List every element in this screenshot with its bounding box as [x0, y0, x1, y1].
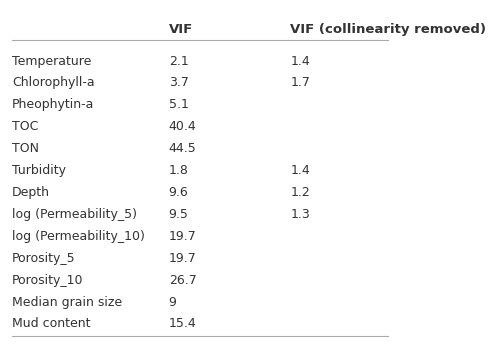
Text: VIF (collinearity removed): VIF (collinearity removed) [290, 23, 486, 36]
Text: Mud content: Mud content [12, 318, 91, 330]
Text: Depth: Depth [12, 186, 50, 199]
Text: 1.4: 1.4 [290, 164, 310, 177]
Text: Median grain size: Median grain size [12, 295, 122, 309]
Text: Temperature: Temperature [12, 54, 91, 68]
Text: 26.7: 26.7 [169, 274, 197, 287]
Text: TOC: TOC [12, 120, 38, 133]
Text: TON: TON [12, 142, 39, 155]
Text: 2.1: 2.1 [169, 54, 188, 68]
Text: log (Permeability_5): log (Permeability_5) [12, 208, 137, 221]
Text: 3.7: 3.7 [169, 77, 189, 89]
Text: 40.4: 40.4 [169, 120, 197, 133]
Text: 1.8: 1.8 [169, 164, 189, 177]
Text: 1.7: 1.7 [290, 77, 310, 89]
Text: 9: 9 [169, 295, 176, 309]
Text: 1.3: 1.3 [290, 208, 310, 221]
Text: Turbidity: Turbidity [12, 164, 66, 177]
Text: 9.5: 9.5 [169, 208, 189, 221]
Text: Chlorophyll-a: Chlorophyll-a [12, 77, 95, 89]
Text: 1.4: 1.4 [290, 54, 310, 68]
Text: 19.7: 19.7 [169, 252, 197, 265]
Text: Pheophytin-a: Pheophytin-a [12, 98, 94, 111]
Text: Porosity_5: Porosity_5 [12, 252, 75, 265]
Text: 19.7: 19.7 [169, 230, 197, 243]
Text: 5.1: 5.1 [169, 98, 189, 111]
Text: 9.6: 9.6 [169, 186, 188, 199]
Text: 1.2: 1.2 [290, 186, 310, 199]
Text: Porosity_10: Porosity_10 [12, 274, 83, 287]
Text: log (Permeability_10): log (Permeability_10) [12, 230, 145, 243]
Text: 44.5: 44.5 [169, 142, 197, 155]
Text: VIF: VIF [169, 23, 193, 36]
Text: 15.4: 15.4 [169, 318, 197, 330]
